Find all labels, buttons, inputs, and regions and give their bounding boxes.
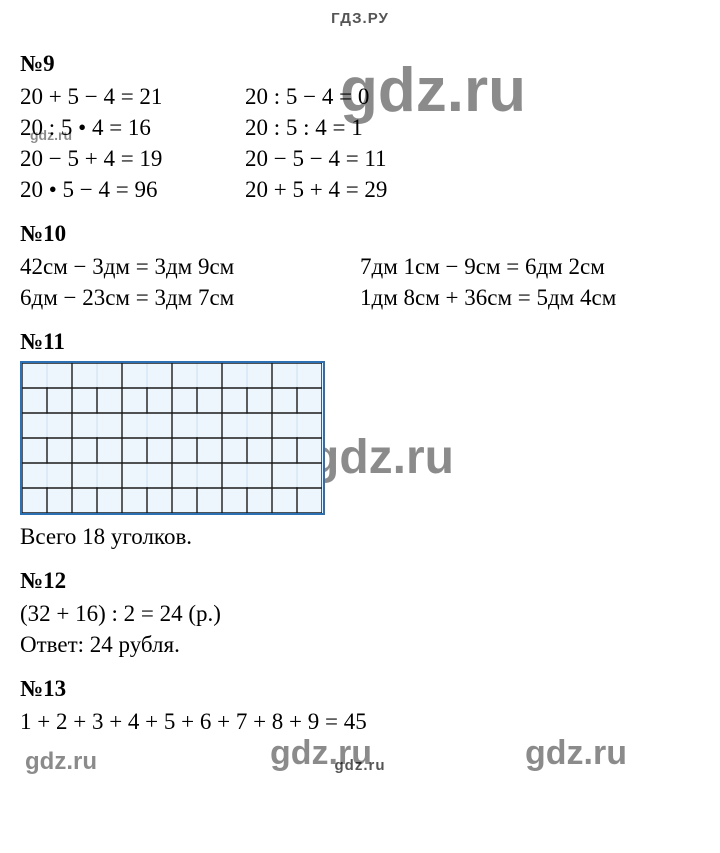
section12-title: №12 — [20, 568, 700, 594]
section10-title: №10 — [20, 221, 700, 247]
eq-line: 7дм 1см − 9см = 6дм 2см — [360, 251, 616, 282]
watermark-large-2: gdz.ru — [310, 430, 454, 485]
section11-answer: Всего 18 уголков. — [20, 521, 700, 552]
section9-col-right: 20 : 5 − 4 = 0 20 : 5 : 4 = 1 20 − 5 − 4… — [245, 81, 387, 205]
eq-line: 20 − 5 + 4 = 19 — [20, 143, 245, 174]
eq-line: 6дм − 23см = 3дм 7см — [20, 282, 360, 313]
eq-line: 20 : 5 : 4 = 1 — [245, 112, 387, 143]
section13-title: №13 — [20, 676, 700, 702]
section11-title: №11 — [20, 329, 700, 355]
footer-brand: gdz.ru — [20, 757, 700, 774]
eq-line: 20 • 5 − 4 = 96 — [20, 174, 245, 205]
eq-line: 1дм 8см + 36см = 5дм 4см — [360, 282, 616, 313]
section9-col-left: 20 + 5 − 4 = 21 20 : 5 • 4 = 16 20 − 5 +… — [20, 81, 245, 205]
eq-line: 20 + 5 − 4 = 21 — [20, 81, 245, 112]
section10-columns: 42см − 3дм = 3дм 9см 6дм − 23см = 3дм 7с… — [20, 251, 700, 313]
page-root: ГДЗ.РУ gdz.ru gdz.ru gdz.ru gdz.ru gdz.r… — [0, 0, 720, 794]
section13-line1: 1 + 2 + 3 + 4 + 5 + 6 + 7 + 8 + 9 = 45 — [20, 706, 700, 737]
eq-line: 42см − 3дм = 3дм 9см — [20, 251, 360, 282]
grid-figure — [20, 361, 325, 515]
section9-title: №9 — [20, 51, 700, 77]
section10-col-left: 42см − 3дм = 3дм 9см 6дм − 23см = 3дм 7с… — [20, 251, 360, 313]
eq-line: 20 − 5 − 4 = 11 — [245, 143, 387, 174]
brand-text: ГДЗ.РУ — [331, 10, 389, 27]
eq-line: 20 + 5 + 4 = 29 — [245, 174, 387, 205]
site-header: ГДЗ.РУ — [20, 10, 700, 35]
eq-line: 20 : 5 − 4 = 0 — [245, 81, 387, 112]
section9-columns: 20 + 5 − 4 = 21 20 : 5 • 4 = 16 20 − 5 +… — [20, 81, 700, 205]
eq-line: 20 : 5 • 4 = 16 — [20, 112, 245, 143]
section12-line1: (32 + 16) : 2 = 24 (р.) — [20, 598, 700, 629]
grid-svg — [22, 363, 322, 513]
section10-col-right: 7дм 1см − 9см = 6дм 2см 1дм 8см + 36см =… — [360, 251, 616, 313]
section12-line2: Ответ: 24 рубля. — [20, 629, 700, 660]
